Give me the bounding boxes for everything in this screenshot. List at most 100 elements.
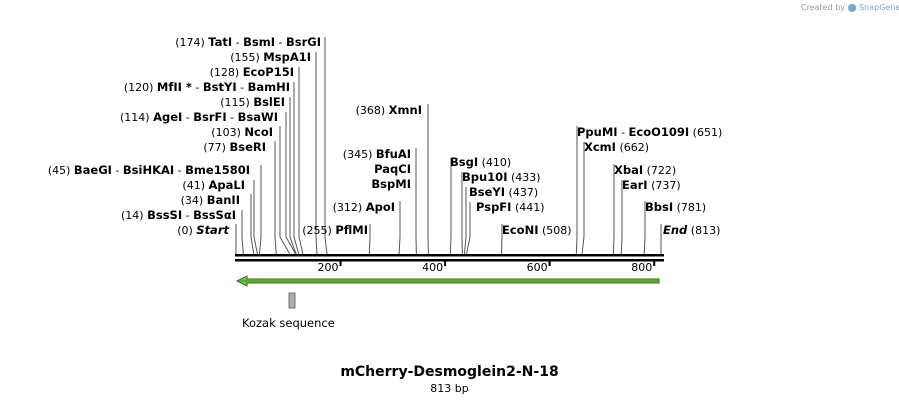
site-position: (722): [643, 164, 676, 177]
site-label[interactable]: (312) ApoI: [333, 200, 395, 214]
enzyme-name: BssSαI: [193, 208, 236, 222]
enzyme-name: TatI: [208, 35, 232, 49]
enzyme-name: BsmI: [243, 35, 275, 49]
site-label[interactable]: (0) Start: [177, 223, 229, 237]
enzyme-name: BsgI: [450, 155, 478, 169]
enzyme-name: End: [663, 223, 688, 237]
enzyme-name: PaqCI: [374, 162, 411, 176]
site-label[interactable]: (34) BanII: [181, 193, 240, 207]
enzyme-name: XmnI: [389, 103, 422, 117]
tick-label: 400: [422, 261, 443, 274]
site-leader-line: [463, 187, 467, 255]
site-position: (14): [121, 209, 147, 222]
site-label[interactable]: (368) XmnI: [356, 103, 422, 117]
site-label[interactable]: BsgI (410): [450, 155, 511, 169]
enzyme-name: BseYI: [469, 185, 505, 199]
credit-prefix: Created by: [801, 3, 846, 12]
enzyme-name: BanII: [207, 193, 240, 207]
enzyme-name: EcoP15I: [243, 65, 294, 79]
site-position: (312): [333, 201, 366, 214]
enzyme-name: BseRI: [229, 140, 266, 154]
site-leader-line: [253, 180, 258, 255]
site-label[interactable]: BseYI (437): [469, 185, 538, 199]
site-label[interactable]: (41) ApaLI: [182, 178, 245, 192]
site-label[interactable]: End (813): [663, 223, 720, 237]
site-position: (813): [687, 224, 720, 237]
site-label[interactable]: PaqCI: [374, 162, 411, 176]
site-label[interactable]: (14) BssSI - BssSαI: [121, 208, 236, 222]
sequence-length: 813 bp: [430, 382, 469, 395]
site-position: (0): [177, 224, 196, 237]
site-label[interactable]: XcmI (662): [584, 140, 649, 154]
site-leader-line: [250, 194, 255, 255]
site-leader-line: [643, 201, 646, 255]
site-label[interactable]: (103) NcoI: [211, 125, 273, 139]
enzyme-name: MfII *: [157, 80, 192, 94]
credit-brand: SnapGene: [859, 3, 899, 12]
site-position: (508): [538, 224, 571, 237]
site-leader-line: [274, 141, 277, 255]
enzyme-name: BaeGI: [74, 163, 112, 177]
enzyme-name: BfuAI: [376, 147, 411, 161]
site-position: (34): [181, 194, 207, 207]
enzyme-name: Bme1580I: [185, 163, 250, 177]
site-leader-line: [449, 158, 452, 255]
site-leader-line: [315, 52, 318, 255]
site-leader-line: [285, 112, 297, 255]
kozak-label: Kozak sequence: [242, 316, 335, 330]
site-label[interactable]: PspFI (441): [476, 200, 545, 214]
site-leader-line: [324, 37, 328, 255]
site-label[interactable]: EcoNI (508): [502, 223, 572, 237]
site-label[interactable]: BbsI (781): [645, 200, 706, 214]
site-label[interactable]: (155) MspA1I: [230, 50, 311, 64]
site-label[interactable]: (345) BfuAI: [343, 147, 411, 161]
site-position: (433): [507, 171, 540, 184]
enzyme-name: ApoI: [366, 200, 395, 214]
site-position: (41): [182, 179, 208, 192]
site-leader-line: [298, 67, 304, 255]
enzyme-name: BstYI: [203, 80, 237, 94]
enzyme-name: AgeI: [153, 110, 182, 124]
kozak-box[interactable]: [288, 292, 296, 309]
site-label[interactable]: EarI (737): [622, 178, 681, 192]
site-position: (155): [230, 51, 263, 64]
enzyme-name: BsaWI: [238, 110, 278, 124]
site-label[interactable]: (115) BslEI: [220, 95, 285, 109]
site-label[interactable]: XbaI (722): [614, 163, 676, 177]
enzyme-name: PflMI: [335, 223, 368, 237]
site-position: (737): [648, 179, 681, 192]
enzyme-name: NcoI: [244, 125, 273, 139]
site-label[interactable]: (174) TatI - BsmI - BsrGI: [175, 35, 321, 49]
site-labels: (0) Start(14) BssSI - BssSαI(34) BanII(4…: [48, 35, 722, 237]
snapgene-credit: Created by ⬤ SnapGene: [801, 3, 899, 12]
site-label[interactable]: Bpu10I (433): [462, 170, 541, 184]
site-label[interactable]: (45) BaeGI - BsiHKAI - Bme1580I: [48, 163, 250, 177]
enzyme-name: BbsI: [645, 200, 673, 214]
enzyme-name: BspMI: [371, 177, 411, 191]
site-label[interactable]: (77) BseRI: [203, 140, 266, 154]
site-position: (781): [673, 201, 706, 214]
site-position: (662): [616, 141, 649, 154]
tick-label: 800: [631, 261, 652, 274]
site-leader-line: [241, 210, 244, 255]
site-label[interactable]: PpuMI - EcoO109I (651): [577, 125, 722, 139]
site-leader-line: [289, 97, 297, 255]
enzyme-name: BsrFI: [193, 110, 226, 124]
site-label[interactable]: (255) PflMI: [302, 223, 368, 237]
site-label[interactable]: BspMI: [371, 177, 411, 191]
site-lines: [235, 37, 662, 255]
site-position: (45): [48, 164, 74, 177]
site-leader-line: [575, 126, 578, 255]
enzyme-name: PspFI: [476, 200, 511, 214]
site-label[interactable]: (128) EcoP15I: [210, 65, 294, 79]
tick-label: 600: [527, 261, 548, 274]
enzyme-name: EarI: [622, 178, 648, 192]
site-position: (410): [478, 156, 511, 169]
backbone-line-bottom: [235, 259, 664, 262]
site-label[interactable]: (114) AgeI - BsrFI - BsaWI: [120, 110, 278, 124]
enzyme-name: ApaLI: [209, 178, 246, 192]
site-leader-line: [620, 180, 623, 255]
enzyme-name: EcoO109I: [629, 125, 690, 139]
site-label[interactable]: (120) MfII * - BstYI - BamHI: [124, 80, 290, 94]
